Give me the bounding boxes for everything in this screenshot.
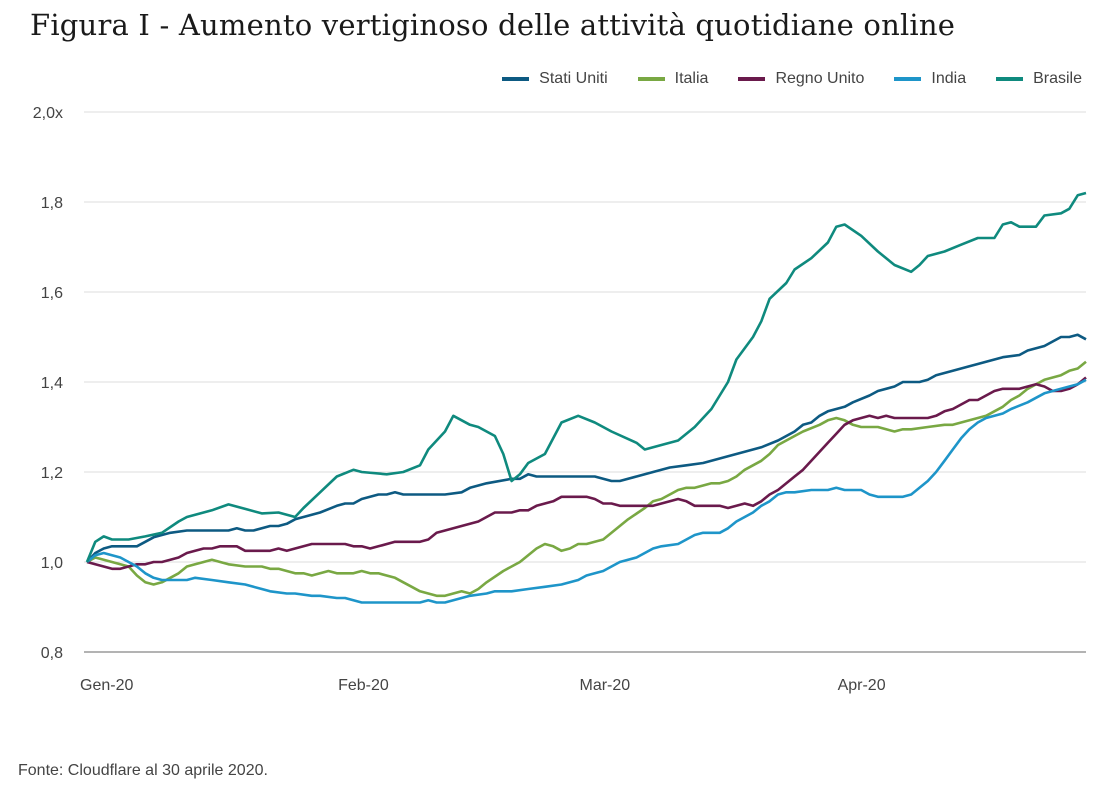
legend-label-brasile: Brasile [1033, 70, 1082, 87]
x-tick-label: Gen-20 [80, 677, 133, 694]
chart-legend: Stati Uniti Italia Regno Unito India Bra… [472, 70, 1082, 88]
x-tick-label: Mar-20 [580, 677, 631, 694]
y-tick-label: 1,0 [41, 555, 63, 572]
x-tick-label: Apr-20 [838, 677, 886, 694]
x-axis-ticks: Gen-20 Feb-20 Mar-20 Apr-20 [80, 677, 886, 694]
legend-item-italia: Italia [637, 70, 709, 88]
y-tick-label: 1,4 [41, 375, 63, 392]
x-tick-label: Feb-20 [338, 677, 389, 694]
series-line-regno-unito [86, 376, 1087, 571]
legend-swatch-india [894, 77, 922, 81]
legend-swatch-stati-uniti [502, 77, 530, 81]
legend-swatch-brasile [996, 77, 1024, 81]
legend-label-regno-unito: Regno Unito [775, 70, 865, 87]
y-tick-label: 1,8 [41, 195, 63, 212]
legend-item-brasile: Brasile [996, 70, 1082, 88]
y-tick-label: 1,6 [41, 285, 63, 302]
chart-title: Figura I - Aumento vertiginoso delle att… [30, 8, 956, 42]
legend-item-india: India [894, 70, 966, 88]
series-line-brasile [85, 191, 1087, 563]
source-note: Fonte: Cloudflare al 30 aprile 2020. [18, 762, 268, 779]
legend-label-italia: Italia [674, 70, 709, 87]
series-line-india [86, 378, 1087, 604]
legend-item-regno-unito: Regno Unito [738, 70, 864, 88]
legend-swatch-regno-unito [738, 77, 766, 81]
legend-label-stati-uniti: Stati Uniti [539, 70, 608, 87]
series-lines [85, 191, 1087, 604]
y-axis-ticks: 0,8 1,0 1,2 1,4 1,6 1,8 2,0x [33, 105, 63, 662]
y-tick-label: 0,8 [41, 645, 63, 662]
gridlines [84, 111, 1086, 653]
series-line-stati-uniti [86, 333, 1087, 563]
legend-item-stati-uniti: Stati Uniti [502, 70, 608, 88]
legend-swatch-italia [637, 77, 665, 81]
y-tick-label: 1,2 [41, 465, 63, 482]
series-line-italia [86, 360, 1087, 598]
y-tick-label: 2,0x [33, 105, 63, 122]
legend-label-india: India [931, 70, 967, 87]
